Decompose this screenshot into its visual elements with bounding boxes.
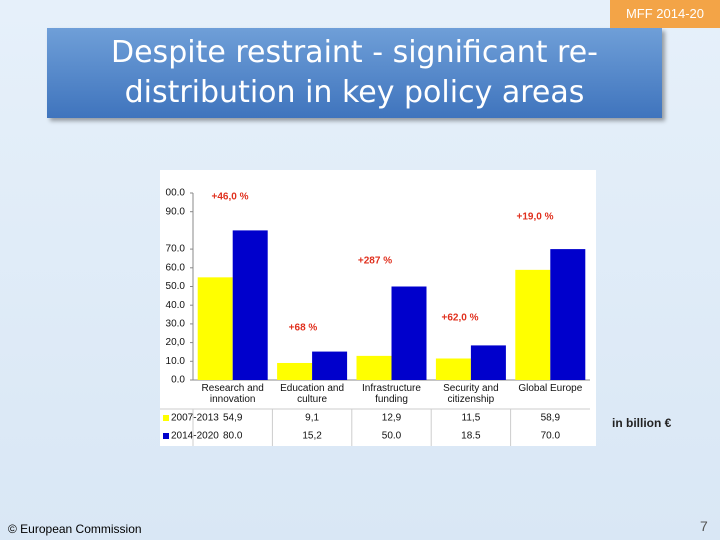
x-tick-label: Research and innovation [201,383,264,405]
y-tick-label: 30.0 [166,319,186,330]
footer: © European Commission [8,522,142,536]
x-tick-label: Infrastructure funding [362,383,421,405]
annotation: +287 % [358,256,392,267]
bar [356,355,392,380]
slide-title: Despite restraint - significant re-distr… [47,28,662,118]
badge: MFF 2014-20 [610,0,720,28]
table-value: 12,9 [382,413,402,424]
chart: 0.0 10.0 20,0 30.0 40.0 50.0 60.0 70.0 90.0 00.0 2… [160,170,596,446]
y-tick-label: 00.0 [166,188,186,199]
annotation: +46,0 % [212,192,249,203]
y-tick-label: 0.0 [171,375,185,386]
x-tick-label: Security and citizenship [443,383,499,405]
annotation: +19,0 % [517,212,554,223]
unit-label: in billion € [612,416,672,430]
y-tick-label: 70.0 [166,244,186,255]
table-value: 11,5 [462,413,481,424]
annotation: +62,0 % [442,313,479,324]
bar [435,358,471,380]
y-tick-label: 50.0 [166,281,186,292]
legend-label: 2014-2020 [171,431,219,442]
bar [550,249,586,380]
table-value: 80.0 [223,431,243,442]
bar [470,345,506,380]
legend-swatch [163,433,169,439]
table-value: 9,1 [305,413,319,424]
y-tick-label: 20,0 [166,337,186,348]
bar [515,269,551,380]
table-value: 15,2 [302,431,322,442]
annotation: +68 % [289,323,318,334]
table-value: 50.0 [382,431,402,442]
table-value: 18.5 [461,431,481,442]
table-value: 58,9 [541,413,561,424]
legend-label: 2007-2013 [171,413,219,424]
y-tick-label: 60.0 [166,262,186,273]
x-tick-label: Global Europe [518,383,583,394]
x-tick-label: Education and culture [280,383,345,405]
legend-swatch [163,415,169,421]
bar [197,277,233,380]
bar [277,362,313,380]
page-number: 7 [700,518,708,534]
bar [312,351,348,380]
y-tick-label: 90.0 [166,206,186,217]
y-tick-label: 40.0 [166,300,186,311]
bar [232,230,268,380]
table-value: 54,9 [223,413,243,424]
table-value: 70.0 [541,431,561,442]
y-tick-label: 10.0 [166,356,186,367]
bar [391,286,427,380]
